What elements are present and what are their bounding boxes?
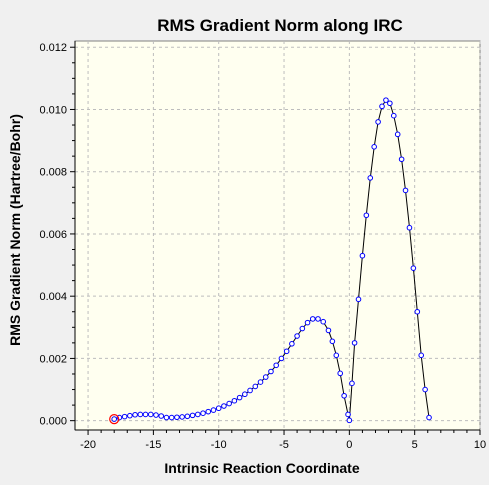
data-point [371, 144, 377, 150]
data-point [153, 412, 159, 418]
y-tick-label: 0.012 [39, 42, 67, 54]
data-point [304, 319, 311, 326]
data-point [111, 416, 117, 422]
x-tick-label: 10 [474, 439, 486, 451]
data-point [299, 325, 306, 332]
data-point [268, 368, 274, 375]
data-point [215, 405, 222, 412]
data-point [390, 112, 397, 119]
data-point [315, 316, 321, 322]
data-point [355, 296, 362, 303]
x-tick-label: -15 [145, 439, 161, 451]
data-point [289, 340, 295, 347]
data-point [184, 413, 191, 420]
data-point [349, 380, 355, 387]
data-point [337, 370, 344, 377]
data-point [359, 252, 366, 259]
data-point [252, 383, 259, 390]
data-point [309, 316, 316, 322]
data-point [158, 413, 165, 419]
data-point [236, 394, 243, 401]
data-point [367, 175, 374, 181]
data-point [346, 417, 353, 424]
data-point [189, 412, 196, 419]
data-point [426, 414, 432, 421]
data-point [333, 352, 340, 359]
grid-lines [75, 41, 481, 430]
axes: -20 -15 -10 -5 0 5 10 0.000 0.002 0.004 0.006 0.008… [39, 41, 486, 451]
x-tick-label: 0 [346, 439, 352, 451]
data-point [383, 97, 389, 103]
data-point [147, 411, 154, 418]
y-tick-label: 0.002 [39, 353, 67, 365]
y-tick-label: 0.006 [39, 229, 67, 241]
x-tick-label: -5 [279, 439, 289, 451]
data-point [247, 387, 253, 394]
data-point [163, 414, 170, 421]
data-point [351, 340, 358, 346]
data-point [398, 156, 405, 163]
data-point [226, 400, 232, 407]
data-point [168, 414, 175, 421]
data-point [195, 411, 201, 418]
data-point [379, 103, 385, 110]
data-point [200, 410, 206, 416]
data-point [132, 411, 138, 418]
data-point [422, 386, 428, 393]
data-point [402, 187, 409, 194]
data-point [387, 100, 393, 107]
highlight-point [109, 414, 120, 425]
data-point [406, 224, 413, 231]
data-point [414, 308, 421, 315]
series-points [109, 97, 432, 425]
x-axis-label: Intrinsic Reaction Coordinate [164, 460, 359, 476]
x-tick-label: -20 [80, 439, 96, 451]
data-point [418, 352, 425, 359]
y-tick-label: 0.010 [39, 104, 67, 116]
data-point [137, 411, 144, 418]
data-point [375, 119, 381, 125]
y-tick-label: 0.000 [39, 416, 67, 428]
data-point [320, 318, 327, 325]
data-point [205, 408, 212, 415]
data-point [363, 212, 370, 219]
data-point [174, 414, 180, 421]
chart-title: RMS Gradient Norm along IRC [157, 16, 403, 35]
x-tick-label: 5 [412, 439, 418, 451]
data-point [345, 411, 351, 418]
y-tick-label: 0.004 [39, 291, 67, 303]
data-point [294, 333, 300, 339]
y-tick-label: 0.008 [39, 167, 67, 179]
data-point [410, 265, 417, 271]
data-point [210, 407, 217, 413]
data-point [262, 374, 269, 380]
data-point [142, 411, 149, 418]
data-point [325, 327, 332, 334]
data-point [242, 391, 248, 398]
data-point [121, 413, 128, 420]
data-point [329, 338, 336, 345]
data-point [179, 414, 185, 420]
y-axis-label: RMS Gradient Norm (Hartree/Bohr) [7, 114, 23, 346]
plot-area [74, 40, 481, 431]
data-point [221, 403, 227, 409]
data-point [341, 392, 347, 399]
data-point [273, 362, 279, 369]
data-point [257, 379, 264, 385]
data-point [278, 355, 285, 362]
data-point [394, 131, 401, 138]
data-point [231, 397, 238, 404]
data-point [283, 348, 290, 355]
data-point [127, 412, 133, 419]
x-tick-label: -10 [211, 439, 227, 451]
